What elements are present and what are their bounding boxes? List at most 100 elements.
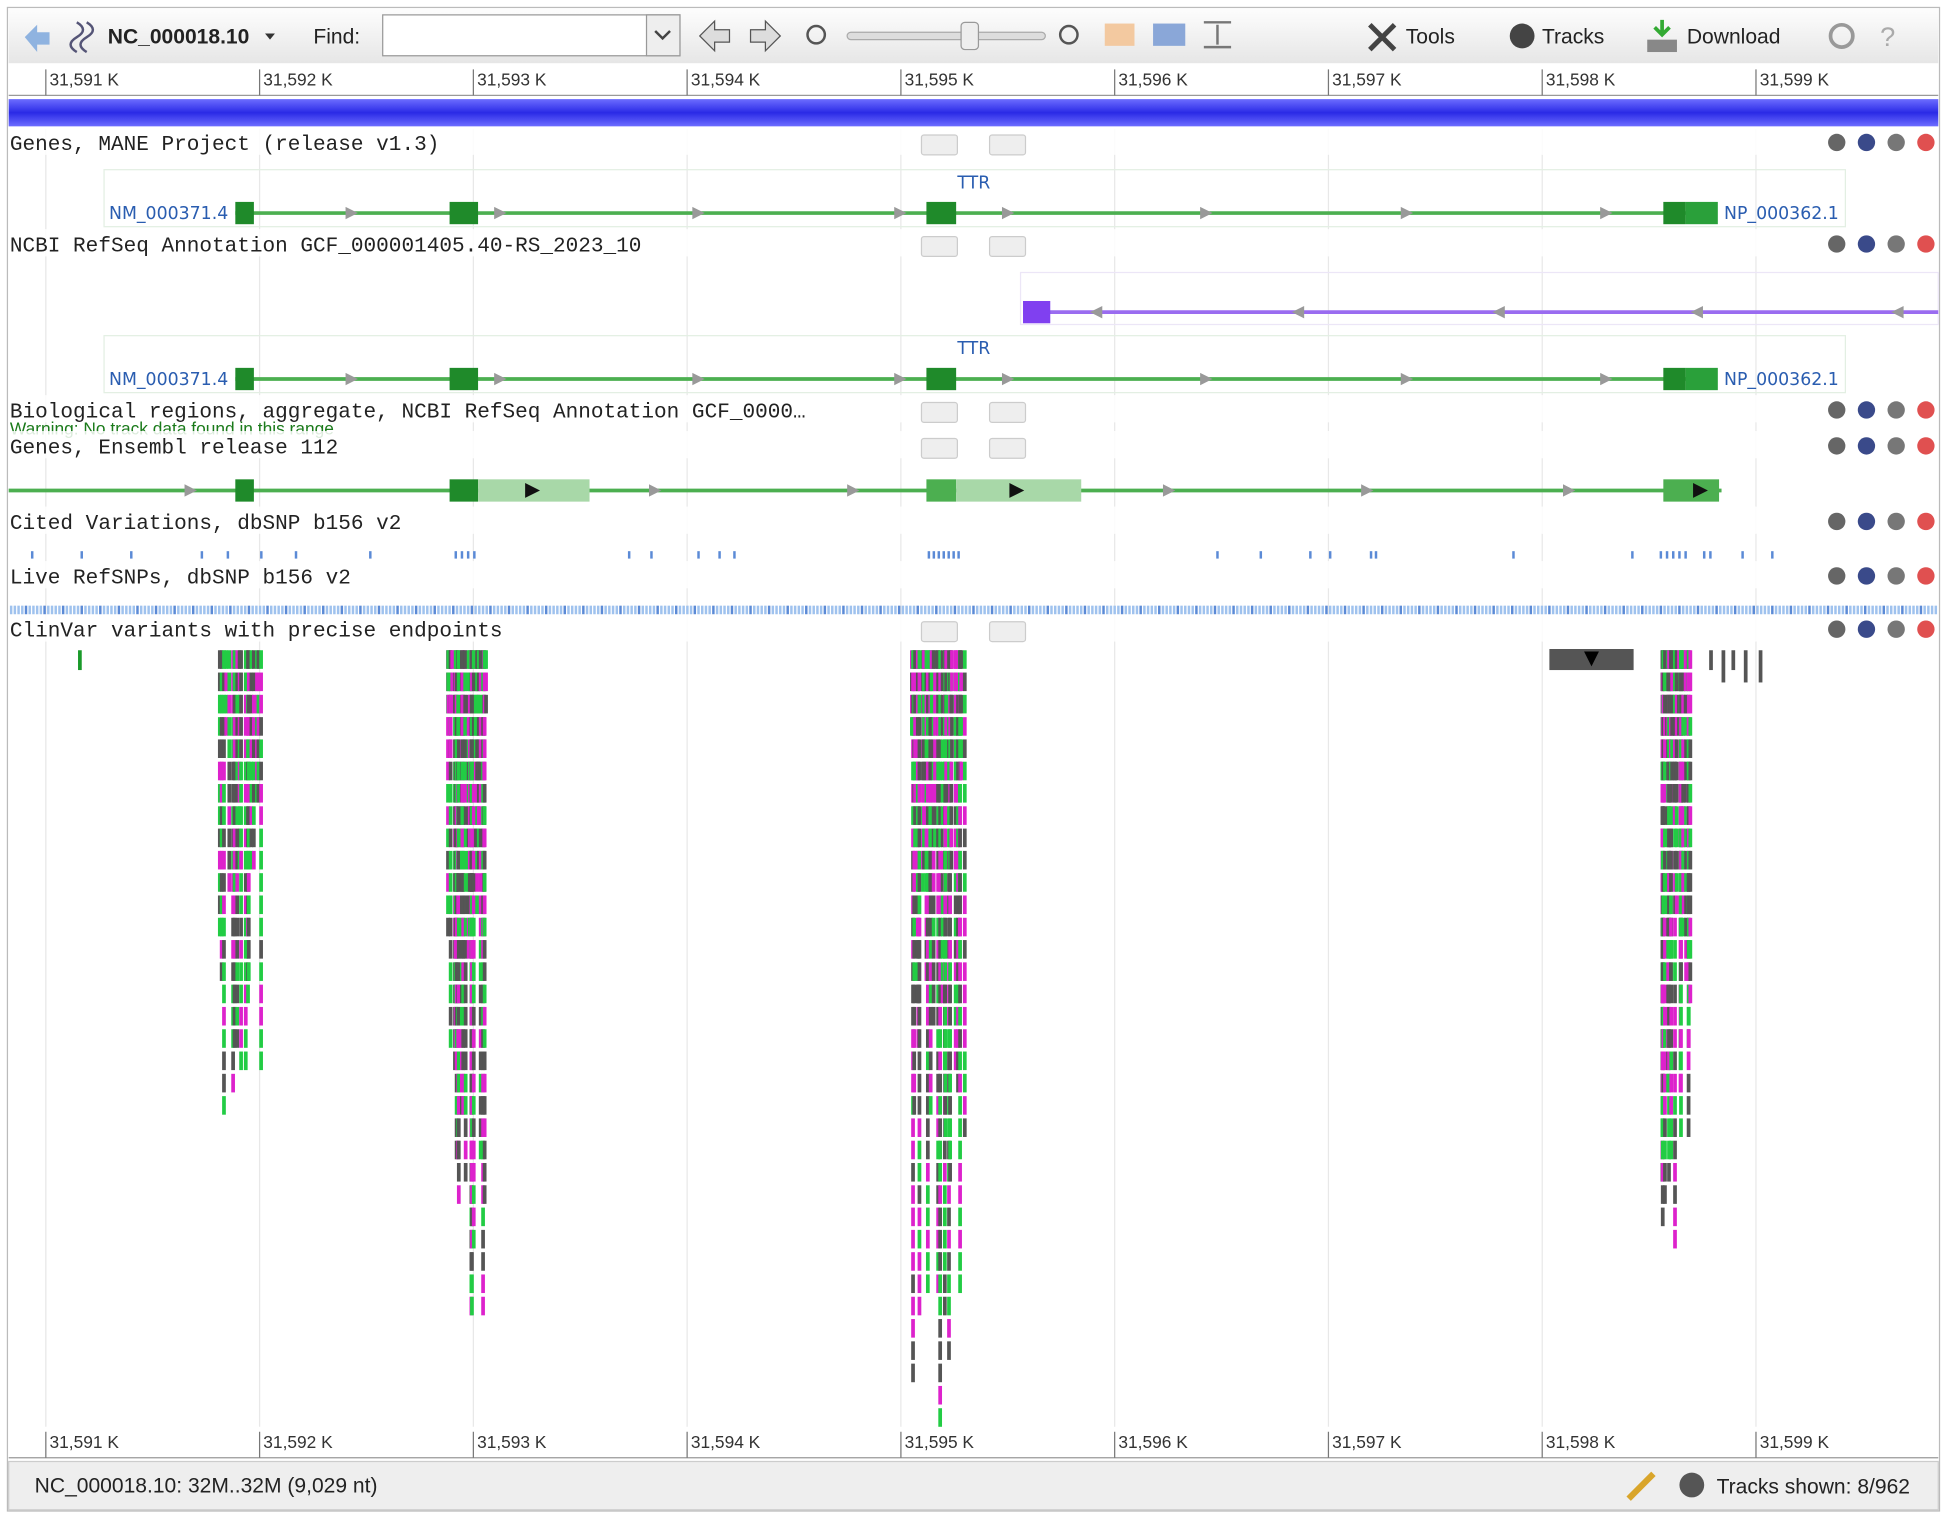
clinvar-variant[interactable] — [446, 672, 451, 692]
clinvar-variant[interactable] — [239, 917, 243, 937]
refsnp[interactable] — [686, 605, 689, 615]
clinvar-variant[interactable] — [259, 984, 263, 1004]
clinvar-variant[interactable] — [460, 784, 465, 803]
refsnp[interactable] — [771, 605, 775, 615]
clinvar-variant[interactable] — [232, 1006, 237, 1026]
clinvar-variant[interactable] — [950, 739, 954, 758]
clinvar-variant[interactable] — [911, 1363, 915, 1383]
clinvar-variant[interactable] — [463, 1006, 468, 1026]
refsnp[interactable] — [1042, 605, 1046, 615]
clinvar-variant[interactable] — [251, 806, 256, 825]
clinvar-variant[interactable] — [256, 650, 261, 669]
refsnp[interactable] — [767, 605, 771, 615]
clinvar-variant[interactable] — [913, 806, 917, 825]
refsnp[interactable] — [1700, 605, 1703, 615]
refsnp[interactable] — [1254, 605, 1258, 615]
prev-feature[interactable] — [920, 437, 958, 459]
clinvar-variant[interactable] — [917, 761, 922, 781]
refsnp[interactable] — [1399, 605, 1403, 615]
track-settings[interactable] — [1887, 512, 1905, 531]
refsnp[interactable] — [139, 605, 143, 615]
refsnp[interactable] — [411, 605, 414, 615]
clinvar-variant[interactable] — [243, 806, 248, 825]
clinvar-variant[interactable] — [471, 940, 476, 959]
refsnp[interactable] — [660, 605, 663, 615]
clinvar-variant[interactable] — [912, 1006, 917, 1026]
clinvar-variant[interactable] — [948, 1162, 952, 1182]
cited-variant[interactable] — [1369, 551, 1373, 559]
clinvar-variant[interactable] — [944, 694, 949, 714]
clinvar-variant[interactable] — [912, 895, 917, 915]
clinvar-variant[interactable] — [1674, 650, 1679, 669]
refsnp[interactable] — [808, 605, 812, 615]
refsnp[interactable] — [1362, 605, 1365, 615]
clinvar-variant[interactable] — [219, 850, 224, 870]
refsnp[interactable] — [559, 605, 563, 615]
clinvar-variant[interactable] — [928, 1073, 933, 1093]
refsnp[interactable] — [322, 605, 325, 615]
clinvar-variant[interactable] — [928, 895, 933, 915]
clinvar-variant[interactable] — [959, 672, 964, 692]
clinvar-variant[interactable] — [478, 739, 483, 758]
clinvar-variant[interactable] — [917, 1185, 922, 1204]
remove-track[interactable] — [1917, 401, 1935, 419]
clinvar-variant[interactable] — [232, 784, 237, 803]
clinvar-variant[interactable] — [249, 850, 254, 870]
refsnp[interactable] — [1615, 605, 1618, 615]
refsnp[interactable] — [500, 605, 503, 615]
clinvar-variant[interactable] — [482, 806, 487, 825]
clinvar-variant[interactable] — [943, 1029, 948, 1048]
refsnp[interactable] — [1507, 605, 1510, 615]
clinvar-variant[interactable] — [478, 828, 483, 848]
clinvar-variant[interactable] — [936, 895, 940, 915]
clinvar-variant[interactable] — [243, 1051, 248, 1071]
clinvar-variant[interactable] — [243, 1029, 248, 1048]
refsnp[interactable] — [1927, 605, 1930, 615]
refsnp[interactable] — [1158, 605, 1161, 615]
refsnp[interactable] — [656, 605, 659, 615]
clinvar-variant[interactable] — [471, 962, 476, 981]
refsnp[interactable] — [359, 605, 362, 615]
find-input[interactable] — [382, 14, 681, 57]
refsnp[interactable] — [1555, 605, 1559, 615]
clinvar-variant[interactable] — [1663, 828, 1667, 848]
cited-variant[interactable] — [1631, 551, 1634, 559]
refsnp[interactable] — [1540, 605, 1544, 615]
clinvar-variant[interactable] — [942, 1140, 947, 1160]
clinvar-variant[interactable] — [460, 873, 465, 892]
refsnp[interactable] — [1849, 605, 1852, 615]
clinvar-variant[interactable] — [933, 717, 937, 736]
refsnp[interactable] — [901, 605, 905, 615]
clinvar-variant[interactable] — [227, 761, 232, 781]
clinvar-variant[interactable] — [222, 1096, 226, 1115]
clinvar-variant[interactable] — [456, 672, 461, 692]
clinvar-variant[interactable] — [1679, 895, 1683, 915]
refsnp[interactable] — [236, 605, 240, 615]
clinvar-variant[interactable] — [962, 1073, 967, 1093]
clinvar-variant[interactable] — [222, 650, 226, 669]
clinvar-variant[interactable] — [958, 1051, 962, 1071]
refsnp[interactable] — [91, 605, 95, 615]
clinvar-variant[interactable] — [933, 650, 937, 669]
clinvar-variant[interactable] — [962, 806, 967, 825]
refsnp[interactable] — [845, 605, 849, 615]
clinvar-variant[interactable] — [478, 1140, 483, 1160]
clinvar-variant[interactable] — [936, 672, 940, 692]
clinvar-variant[interactable] — [931, 1006, 936, 1026]
refsnp[interactable] — [1068, 605, 1072, 615]
clinvar-variant[interactable] — [922, 850, 926, 870]
refsnp[interactable] — [426, 605, 429, 615]
clinvar-variant[interactable] — [917, 984, 922, 1004]
cited-variant[interactable] — [454, 551, 458, 559]
cited-variant[interactable] — [627, 551, 631, 559]
refsnp[interactable] — [671, 605, 674, 615]
clinvar-variant[interactable] — [929, 694, 934, 714]
refsnp[interactable] — [630, 605, 633, 615]
clinvar-variant[interactable] — [925, 1252, 930, 1271]
clinvar-variant[interactable] — [1679, 739, 1683, 758]
clinvar-variant[interactable] — [482, 1185, 487, 1204]
clinvar-variant[interactable] — [1688, 784, 1693, 803]
clinvar-variant[interactable] — [938, 806, 943, 825]
cited-variant[interactable] — [294, 551, 298, 559]
clinvar-variant[interactable] — [938, 1185, 943, 1204]
